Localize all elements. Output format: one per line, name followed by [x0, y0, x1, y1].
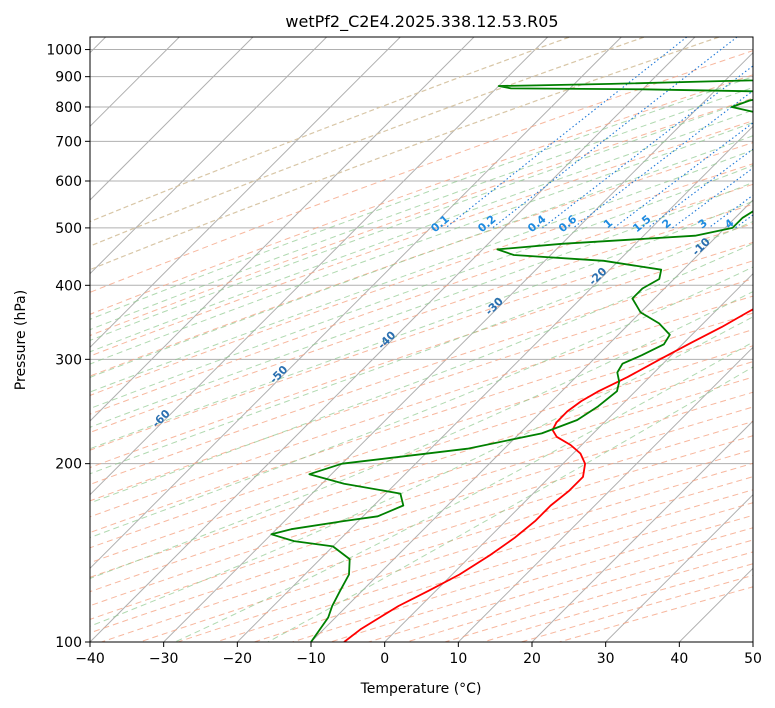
- dewpoint-line: [270, 79, 753, 642]
- mixing-ratio-label: 1.5: [630, 213, 653, 235]
- isotherm-line: [531, 420, 753, 642]
- y-axis-ticks: 100 200 300 400 500 600 700 800 900 1000: [46, 43, 90, 651]
- y-tick-label: 700: [55, 134, 82, 150]
- y-tick-label: 400: [55, 278, 82, 294]
- x-tick-label: −30: [149, 651, 179, 667]
- moist-adiabat-line: [90, 149, 753, 393]
- x-tick-label: 40: [670, 651, 688, 667]
- plot-area: 0.10.20.40.611.52346810131620253036-100-…: [23, 37, 775, 642]
- mixing-ratio-line: [542, 65, 753, 229]
- moist-adiabat-line: [90, 86, 753, 331]
- mixing-ratio-lines: [445, 37, 753, 229]
- dry-adiabats: [90, 37, 753, 642]
- temperature-line: [343, 308, 753, 642]
- x-tick-label: −10: [296, 651, 326, 667]
- dry-adiabat-line: [90, 345, 753, 564]
- y-tick-label: 600: [55, 174, 82, 190]
- x-tick-label: 50: [744, 651, 762, 667]
- mixing-ratio-line: [445, 37, 688, 229]
- x-tick-label: 20: [523, 651, 541, 667]
- dry-adiabat-line: [481, 563, 753, 642]
- plot-frame: [89, 36, 754, 643]
- mixing-ratio-label: 2: [660, 216, 674, 231]
- isotherm-label: -60: [149, 407, 172, 430]
- y-tick-label: 200: [55, 457, 82, 473]
- dry-adiabat-line: [90, 142, 753, 377]
- dry-adiabat-line: [557, 586, 753, 642]
- dry-adiabat-line: [90, 120, 753, 357]
- moist-adiabat-line: [266, 366, 753, 642]
- dry-adiabat-line: [90, 376, 753, 593]
- background-arc: [90, 37, 572, 223]
- mixing-ratio-line: [613, 122, 753, 229]
- pressure-grid: [90, 49, 753, 642]
- mixing-ratio-label: 0.2: [475, 213, 498, 235]
- dry-adiabat-line: [90, 312, 753, 534]
- isotherm-line: [90, 37, 696, 642]
- isotherm-line: [90, 37, 401, 349]
- isotherm-line: [457, 346, 753, 642]
- isotherm-line: [604, 493, 753, 642]
- isotherm-label: -30: [483, 295, 506, 318]
- moist-adiabat-line: [90, 181, 753, 428]
- moist-adiabat-line: [90, 135, 753, 378]
- y-tick-label: 800: [55, 100, 82, 116]
- background-arc: [90, 37, 721, 271]
- x-tick-label: 0: [380, 651, 389, 667]
- dry-adiabat-line: [90, 278, 753, 502]
- y-tick-label: 300: [55, 352, 82, 368]
- line-labels: 0.10.20.40.611.52346810131620253036-100-…: [23, 212, 775, 483]
- chart-title: wetPf2_C2E4.2025.338.12.53.R05: [285, 12, 558, 32]
- moist-adiabat-line: [173, 341, 753, 642]
- moist-adiabat-line: [90, 109, 753, 353]
- dry-adiabat-line: [90, 163, 753, 396]
- isotherm-line: [90, 37, 549, 496]
- isotherm-line: [90, 37, 622, 570]
- mixing-ratio-label: 1: [601, 216, 615, 231]
- isotherm-label: -10: [690, 235, 713, 258]
- dry-adiabat-line: [99, 435, 753, 642]
- moist-adiabat-line: [90, 122, 753, 365]
- isotherm-label: -40: [375, 328, 398, 351]
- y-tick-label: 500: [55, 221, 82, 237]
- x-axis-label: Temperature (°C): [360, 681, 482, 697]
- isotherm-line: [310, 199, 753, 642]
- moist-adiabat-line: [90, 76, 753, 320]
- dry-adiabat-line: [252, 489, 753, 642]
- moist-adiabat-line: [90, 220, 753, 475]
- y-tick-label: 1000: [46, 43, 82, 59]
- y-tick-label: 100: [55, 635, 82, 651]
- mixing-ratio-label: 0.4: [525, 212, 549, 235]
- y-axis-label: Pressure (hPa): [13, 290, 29, 390]
- dry-adiabat-line: [90, 50, 753, 293]
- isotherm-label: -70: [23, 460, 46, 483]
- isotherm-line: [752, 641, 753, 642]
- isotherm-line: [90, 37, 254, 201]
- dry-adiabat-line: [90, 391, 753, 607]
- mixing-ratio-line: [672, 167, 753, 229]
- dry-adiabat-line: [90, 223, 753, 451]
- mixing-ratio-line: [734, 214, 753, 229]
- x-tick-label: 10: [449, 651, 467, 667]
- moist-adiabat-line: [90, 291, 753, 579]
- dry-adiabat-line: [90, 260, 753, 485]
- isotherm-label: -20: [586, 265, 609, 288]
- moist-adiabats: [90, 76, 753, 642]
- isotherm-line: [90, 37, 475, 422]
- x-tick-label: 30: [597, 651, 615, 667]
- x-tick-label: −40: [75, 651, 105, 667]
- profile-series: [270, 79, 753, 642]
- mixing-ratio-line: [492, 37, 738, 229]
- isotherm-line: [90, 37, 328, 275]
- x-axis-ticks: −40 −30 −20 −10 0 10 20 30 40 50: [75, 642, 762, 667]
- x-tick-label: −20: [223, 651, 253, 667]
- mixing-ratio-label: 6: [761, 216, 775, 231]
- isotherm-line: [236, 125, 753, 642]
- y-tick-label: 900: [55, 70, 82, 86]
